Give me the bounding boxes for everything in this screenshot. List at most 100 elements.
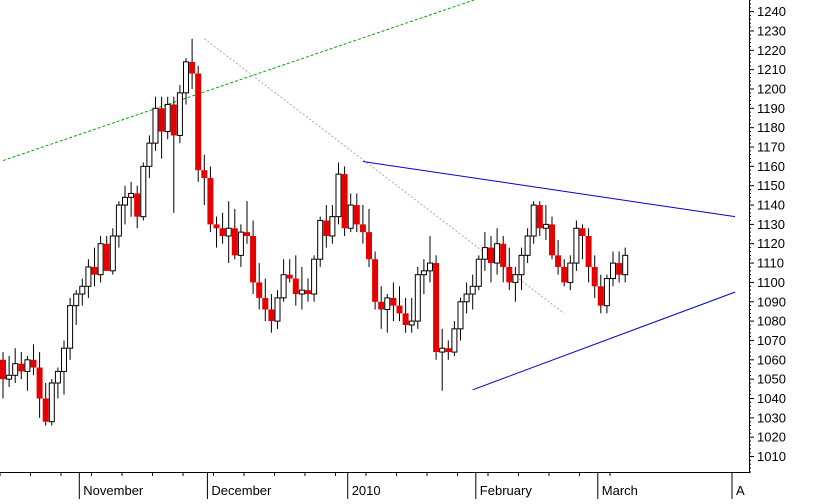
candle-91: [555, 239, 562, 275]
candle-11: [67, 297, 74, 360]
candle-92: [561, 259, 568, 287]
candle-74: [451, 321, 458, 356]
candle-16: [97, 236, 104, 283]
candle-body-69: [420, 270, 427, 276]
candle-37: [225, 201, 232, 264]
candle-body-41: [250, 236, 257, 283]
candle-body-45: [274, 297, 281, 322]
candle-body-86: [524, 235, 531, 256]
candle-body-88: [536, 205, 543, 229]
candle-49: [298, 266, 305, 310]
candle-23: [140, 162, 147, 221]
candle-21: [128, 181, 135, 217]
candle-47: [286, 259, 293, 283]
candle-88: [536, 201, 543, 236]
candle-body-11: [67, 305, 74, 349]
candle-12: [73, 290, 80, 325]
x-tick-label-4: March: [602, 483, 638, 498]
candle-body-39: [237, 231, 244, 256]
candle-25: [152, 96, 159, 151]
trendline-1: [472, 291, 736, 391]
candle-body-36: [219, 228, 226, 236]
y-tick-label-15: 1160: [757, 159, 785, 174]
candle-body-8: [48, 382, 55, 423]
candle-45: [274, 290, 281, 329]
candle-83: [506, 247, 513, 291]
candle-body-82: [500, 243, 507, 267]
candle-33: [201, 154, 208, 206]
y-tick-label-4: 1050: [757, 372, 786, 387]
candle-6: [36, 352, 43, 418]
y-tick-label-22: 1230: [757, 23, 786, 38]
candle-body-100: [610, 262, 616, 280]
candle-body-6: [36, 367, 43, 399]
candle-body-71: [433, 263, 440, 353]
candle-body-37: [225, 227, 232, 237]
candle-29: [176, 85, 183, 144]
candle-87: [530, 201, 537, 244]
candle-body-78: [475, 258, 482, 287]
candle-body-80: [488, 247, 494, 264]
candle-body-62: [378, 301, 385, 310]
candle-84: [512, 266, 519, 302]
candle-body-60: [366, 232, 372, 260]
y-tick-label-8: 1090: [757, 294, 786, 309]
candle-body-64: [390, 297, 397, 306]
candle-43: [262, 278, 269, 322]
y-tick-label-16: 1170: [757, 140, 785, 155]
x-tick-label-1: December: [211, 483, 272, 498]
candle-9: [54, 367, 61, 399]
candle-102: [622, 247, 629, 283]
candle-46: [280, 259, 287, 302]
candle-78: [475, 255, 482, 291]
candle-body-76: [463, 293, 470, 303]
trendline-0: [362, 161, 736, 218]
y-tick-label-0: 1010: [757, 449, 786, 464]
candle-72: [439, 328, 446, 391]
y-tick-label-12: 1130: [757, 217, 785, 232]
candle-35: [213, 216, 220, 248]
candle-body-24: [146, 142, 153, 167]
candle-7: [42, 383, 49, 426]
y-tick-label-6: 1070: [757, 333, 786, 348]
candle-body-67: [408, 320, 415, 326]
candle-body-59: [359, 224, 366, 233]
candle-40: [244, 201, 250, 244]
candle-body-53: [323, 220, 330, 236]
candle-27: [164, 96, 171, 140]
candle-62: [378, 286, 385, 329]
candle-66: [402, 297, 409, 333]
y-tick-label-2: 1030: [757, 410, 786, 425]
candle-body-44: [268, 309, 275, 322]
candle-body-9: [54, 370, 61, 384]
candle-31: [189, 38, 196, 89]
candle-body-12: [73, 293, 80, 307]
y-tick-label-1: 1020: [757, 430, 786, 445]
candle-38: [231, 208, 238, 260]
candle-36: [219, 212, 226, 244]
candle-body-26: [158, 108, 165, 132]
candle-body-98: [597, 286, 604, 306]
candle-body-38: [231, 228, 238, 256]
candle-51: [311, 255, 318, 302]
candle-101: [616, 251, 623, 283]
candle-100: [610, 251, 616, 287]
candle-34: [207, 166, 214, 233]
candle-99: [603, 274, 610, 314]
candle-body-51: [311, 258, 318, 295]
y-tick-label-18: 1190: [757, 101, 785, 116]
candle-body-91: [555, 255, 562, 267]
candle-8: [48, 379, 55, 426]
candle-body-58: [353, 205, 360, 225]
candle-body-27: [164, 103, 171, 133]
candle-95: [579, 224, 586, 260]
candle-body-30: [183, 61, 189, 94]
candle-body-34: [207, 177, 214, 225]
y-tick-label-14: 1150: [757, 178, 785, 193]
candle-18: [109, 228, 116, 275]
candle-80: [488, 236, 494, 283]
candle-44: [268, 294, 275, 333]
candle-body-10: [61, 347, 67, 372]
